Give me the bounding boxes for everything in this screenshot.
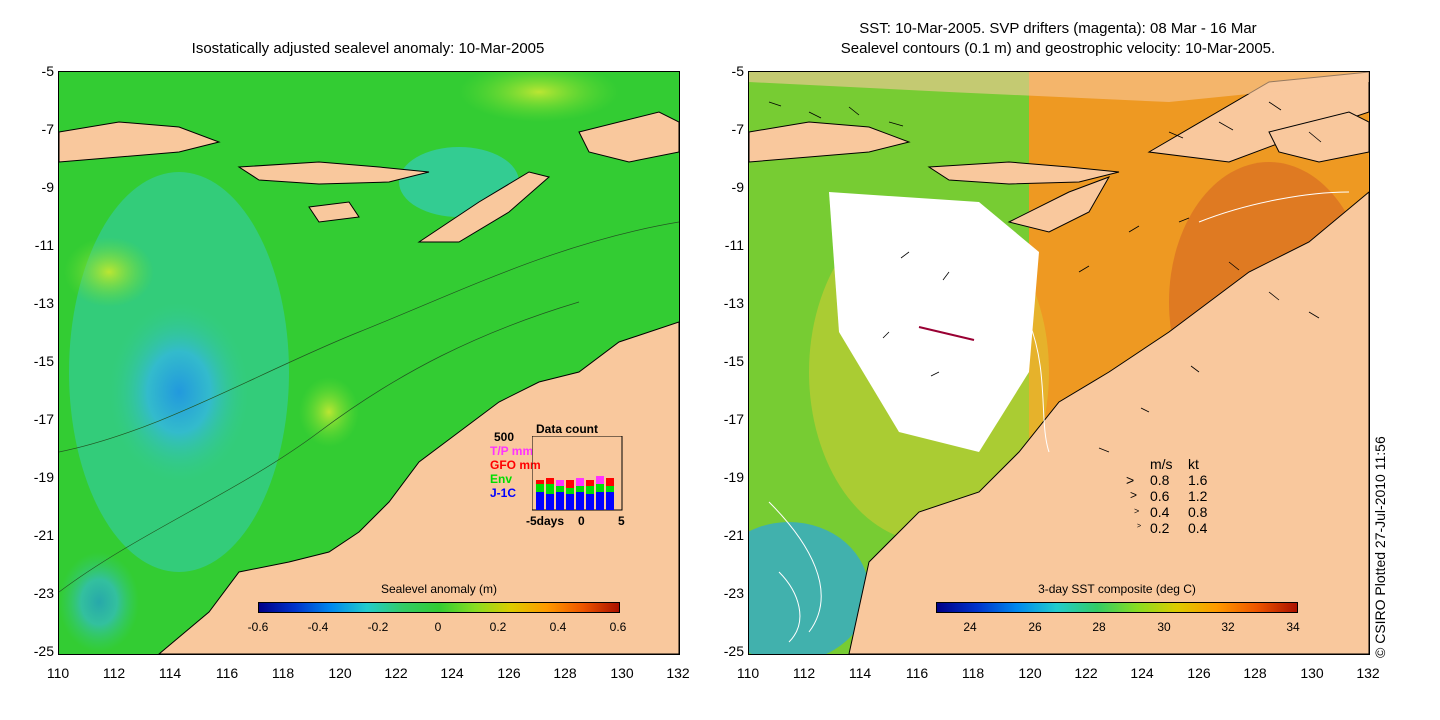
y-tick: -23 (723, 585, 744, 601)
colorbar-tick: 30 (1157, 620, 1171, 634)
sealevel-colorbar-title: Sealevel anomaly (m) (380, 582, 498, 596)
y-tick: -15 (33, 353, 54, 369)
x-tick: 110 (46, 665, 70, 681)
sst-map-canvas (749, 72, 1369, 654)
y-tick: -7 (731, 121, 744, 137)
x-tick: 114 (848, 665, 872, 681)
sst-colorbar (936, 602, 1298, 613)
legend-ms-value: 0.4 (1150, 504, 1170, 520)
inset-bars (536, 476, 614, 510)
colorbar-tick: -0.4 (307, 620, 329, 634)
inset-axis-left: -5days (526, 514, 565, 528)
colorbar-tick: 26 (1028, 620, 1042, 634)
colorbar-tick: -0.2 (367, 620, 389, 634)
y-tick: -21 (723, 527, 744, 543)
colorbar-tick: -0.6 (247, 620, 269, 634)
inset-series-j1c: J-1C (490, 486, 517, 500)
y-tick: -5 (41, 63, 54, 79)
colorbar-tick: 0.6 (609, 620, 627, 634)
sst-velocity-map (748, 71, 1370, 655)
legend-kt-value: 1.6 (1188, 472, 1208, 488)
inset-series-env: Env (490, 472, 513, 486)
y-tick: -21 (33, 527, 54, 543)
colorbar-tick: 32 (1221, 620, 1235, 634)
inset-title: Data count (536, 422, 599, 436)
y-tick: -17 (723, 411, 744, 427)
x-tick: 118 (961, 665, 985, 681)
y-tick: -11 (34, 237, 54, 253)
copyright-credit: © CSIRO Plotted 27-Jul-2010 11:56 (1372, 436, 1388, 658)
velocity-arrows (768, 101, 1322, 453)
legend-arrow-icon: > (1137, 523, 1142, 530)
y-tick: -15 (723, 353, 744, 369)
x-tick: 116 (215, 665, 239, 681)
legend-kt-value: 0.4 (1188, 520, 1208, 536)
inset-bar-chart (532, 436, 623, 511)
colorbar-tick: 0 (434, 620, 442, 634)
legend-header-ms: m/s (1150, 456, 1173, 472)
inset-series-gfo: GFO mm (490, 458, 541, 472)
x-tick: 114 (158, 665, 182, 681)
legend-ms-value: 0.6 (1150, 488, 1170, 504)
legend-arrow-icon: > (1130, 488, 1138, 502)
sealevel-anomaly-map (58, 71, 680, 655)
x-tick: 122 (384, 665, 408, 681)
y-tick: -7 (41, 121, 54, 137)
legend-ms-value: 0.8 (1150, 472, 1170, 488)
colorbar-tick: 24 (963, 620, 977, 634)
x-tick: 124 (440, 665, 464, 681)
colorbar-tick: 0.4 (549, 620, 567, 634)
y-tick: -5 (731, 63, 744, 79)
x-tick: 122 (1074, 665, 1098, 681)
y-tick: -23 (33, 585, 54, 601)
x-tick: 116 (905, 665, 929, 681)
y-tick: -13 (723, 295, 744, 311)
x-tick: 126 (497, 665, 521, 681)
y-tick: -9 (41, 179, 54, 195)
legend-kt-value: 0.8 (1188, 504, 1208, 520)
inset-series-tp: T/P mm (490, 444, 534, 458)
colorbar-tick: 0.2 (489, 620, 507, 634)
right-map-title-line1: SST: 10-Mar-2005. SVP drifters (magenta)… (859, 20, 1257, 37)
x-tick: 124 (1130, 665, 1154, 681)
x-tick: 132 (666, 665, 690, 681)
left-map-title: Isostatically adjusted sealevel anomaly:… (191, 40, 545, 57)
x-tick: 110 (736, 665, 760, 681)
x-tick: 120 (328, 665, 352, 681)
legend-arrow-icon: > (1126, 472, 1135, 488)
y-tick: -25 (723, 643, 744, 659)
legend-header-kt: kt (1188, 456, 1199, 472)
inset-axis-mid: 0 (578, 514, 585, 528)
inset-axis-right: 5 (618, 514, 625, 528)
legend-arrow-icon: > (1134, 506, 1140, 516)
inset-max-label: 500 (494, 430, 515, 444)
x-tick: 128 (553, 665, 577, 681)
legend-kt-value: 1.2 (1188, 488, 1208, 504)
y-tick: -17 (33, 411, 54, 427)
colorbar-tick: 28 (1092, 620, 1106, 634)
x-tick: 120 (1018, 665, 1042, 681)
right-map-title-line2: Sealevel contours (0.1 m) and geostrophi… (840, 40, 1276, 57)
y-tick: -25 (33, 643, 54, 659)
colorbar-tick: 34 (1286, 620, 1300, 634)
y-tick: -19 (723, 469, 744, 485)
y-tick: -13 (33, 295, 54, 311)
x-tick: 112 (102, 665, 126, 681)
sealevel-colorbar (258, 602, 620, 613)
x-tick: 130 (1300, 665, 1324, 681)
y-tick: -9 (731, 179, 744, 195)
x-tick: 132 (1356, 665, 1380, 681)
y-tick: -19 (33, 469, 54, 485)
x-tick: 118 (271, 665, 295, 681)
x-tick: 130 (610, 665, 634, 681)
legend-ms-value: 0.2 (1150, 520, 1170, 536)
y-tick: -11 (724, 237, 744, 253)
sealevel-map-canvas (59, 72, 679, 654)
x-tick: 126 (1187, 665, 1211, 681)
sst-colorbar-title: 3-day SST composite (deg C) (1038, 582, 1196, 596)
x-tick: 112 (792, 665, 816, 681)
x-tick: 128 (1243, 665, 1267, 681)
